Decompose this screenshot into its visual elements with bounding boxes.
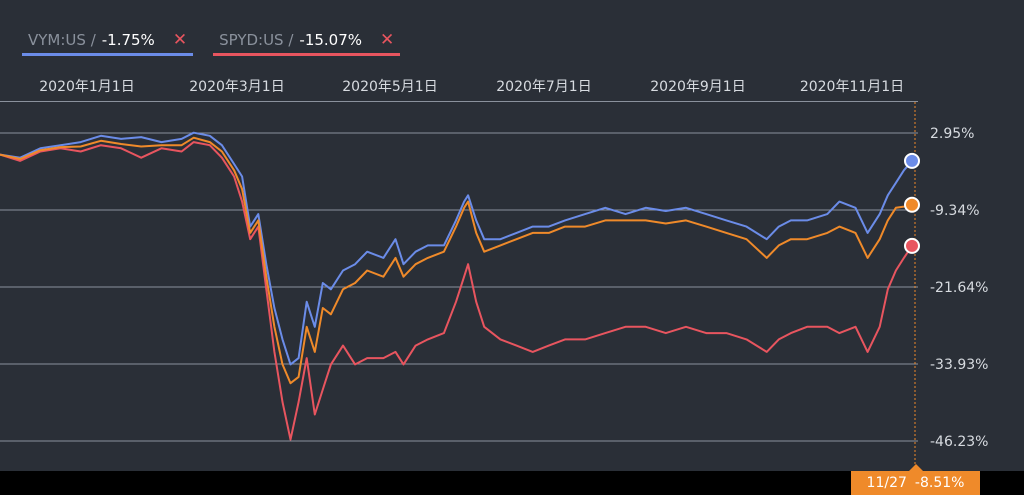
legend-ticker: SPYD:US / (219, 31, 294, 49)
x-tick-label: 2020年9月1日 (650, 79, 746, 95)
readout-date: 11/27 (866, 475, 907, 491)
legend-ticker: VYM:US / (28, 31, 96, 49)
y-tick-label: 2.95% (930, 126, 974, 142)
y-tick-label: -9.34% (930, 203, 980, 219)
y-tick-label: -21.64% (930, 280, 988, 296)
crosshair-readout: 11/27 -8.51% (851, 471, 980, 495)
legend: VYM:US / -1.75% ✕ SPYD:US / -15.07% ✕ (22, 27, 401, 56)
readout-pointer (909, 464, 923, 471)
x-tick-label: 2020年11月1日 (799, 79, 905, 95)
legend-value: -1.75% (101, 31, 155, 49)
series-end-marker-1 (904, 237, 920, 254)
x-tick-label: 2020年3月1日 (189, 79, 285, 95)
y-tick-label: -33.93% (930, 357, 988, 373)
legend-item-spyd[interactable]: SPYD:US / -15.07% ✕ (213, 27, 401, 56)
close-icon[interactable]: ✕ (172, 30, 188, 50)
x-tick-label: 2020年1月1日 (39, 79, 135, 95)
x-tick-label: 2020年5月1日 (342, 79, 438, 95)
series-end-marker-2 (904, 196, 920, 213)
x-tick-label: 2020年7月1日 (496, 79, 592, 95)
series-end-marker-0 (904, 152, 920, 169)
close-icon[interactable]: ✕ (380, 30, 395, 50)
readout-value: -8.51% (914, 475, 965, 491)
series-line-0 (0, 131, 913, 366)
legend-item-vym[interactable]: VYM:US / -1.75% ✕ (22, 27, 194, 56)
x-axis-line (0, 101, 918, 102)
series-line-1 (0, 141, 913, 441)
series-line-2 (0, 136, 913, 385)
y-tick-label: -46.23% (930, 434, 988, 450)
legend-value: -15.07% (299, 31, 363, 49)
x-axis: 2020年1月1日 2020年3月1日 2020年5月1日 2020年7月1日 … (0, 70, 918, 102)
